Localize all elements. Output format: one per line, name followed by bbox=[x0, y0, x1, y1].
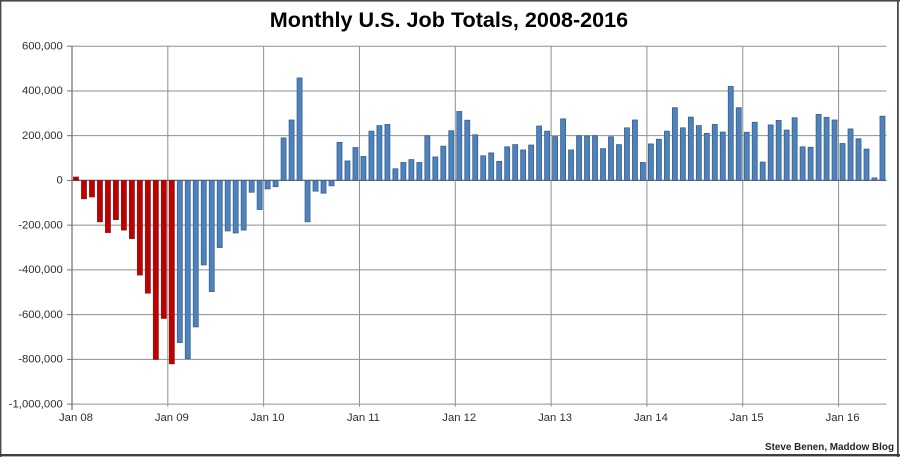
svg-text:Monthly U.S. Job Totals, 2008-: Monthly U.S. Job Totals, 2008-2016 bbox=[270, 7, 628, 32]
svg-text:Jan 09: Jan 09 bbox=[155, 412, 189, 424]
svg-text:Jan 08: Jan 08 bbox=[59, 412, 93, 424]
svg-text:400,000: 400,000 bbox=[22, 85, 63, 97]
svg-text:-200,000: -200,000 bbox=[18, 219, 63, 231]
svg-text:600,000: 600,000 bbox=[22, 41, 63, 53]
svg-text:Jan 16: Jan 16 bbox=[826, 412, 860, 424]
svg-text:-1,000,000: -1,000,000 bbox=[9, 398, 63, 410]
svg-text:Jan 10: Jan 10 bbox=[251, 412, 285, 424]
svg-text:Jan 13: Jan 13 bbox=[538, 412, 572, 424]
svg-text:Jan 14: Jan 14 bbox=[634, 412, 668, 424]
svg-text:-400,000: -400,000 bbox=[18, 264, 63, 276]
svg-text:0: 0 bbox=[57, 175, 63, 187]
svg-text:Jan 12: Jan 12 bbox=[442, 412, 476, 424]
svg-text:200,000: 200,000 bbox=[22, 130, 63, 142]
svg-text:-600,000: -600,000 bbox=[18, 309, 63, 321]
svg-text:-800,000: -800,000 bbox=[18, 354, 63, 366]
svg-text:Steve Benen, Maddow Blog: Steve Benen, Maddow Blog bbox=[765, 442, 894, 453]
svg-text:Jan 11: Jan 11 bbox=[347, 412, 380, 424]
svg-text:Jan 15: Jan 15 bbox=[730, 412, 764, 424]
